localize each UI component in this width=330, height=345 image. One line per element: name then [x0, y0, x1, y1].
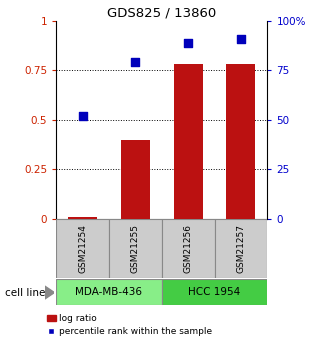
Point	[185, 40, 191, 45]
Point	[133, 60, 138, 65]
Bar	[56, 279, 162, 305]
Text: MDA-MB-436: MDA-MB-436	[75, 287, 143, 297]
Text: cell line: cell line	[5, 288, 45, 297]
Bar	[214, 219, 267, 278]
Bar	[56, 219, 109, 278]
Legend: log ratio, percentile rank within the sample: log ratio, percentile rank within the sa…	[43, 310, 216, 339]
Bar	[162, 279, 267, 305]
Point	[80, 113, 85, 119]
Bar	[109, 219, 162, 278]
Bar	[162, 219, 214, 278]
Text: GSM21254: GSM21254	[78, 224, 87, 273]
Text: HCC 1954: HCC 1954	[188, 287, 241, 297]
Bar	[68, 217, 97, 219]
Title: GDS825 / 13860: GDS825 / 13860	[107, 7, 216, 20]
Text: GSM21257: GSM21257	[236, 224, 246, 273]
Polygon shape	[45, 286, 54, 299]
Bar	[121, 140, 150, 219]
Text: GSM21256: GSM21256	[183, 224, 193, 273]
Bar	[226, 65, 255, 219]
Point	[238, 36, 244, 41]
Text: GSM21255: GSM21255	[131, 224, 140, 273]
Bar	[174, 65, 203, 219]
